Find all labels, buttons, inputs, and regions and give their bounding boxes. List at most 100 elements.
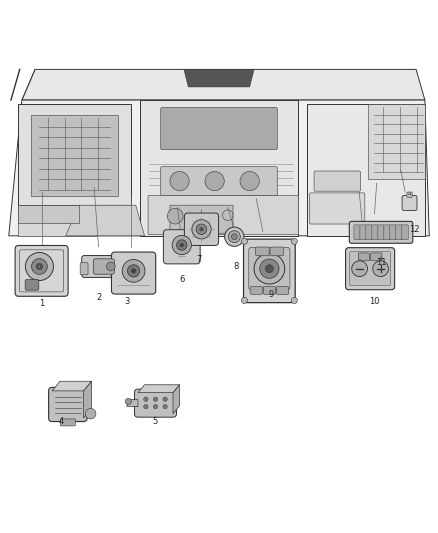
Circle shape <box>163 405 167 409</box>
FancyBboxPatch shape <box>244 239 295 303</box>
Text: 2: 2 <box>96 293 101 302</box>
Circle shape <box>167 208 183 224</box>
FancyBboxPatch shape <box>402 225 408 240</box>
FancyBboxPatch shape <box>390 225 396 240</box>
FancyBboxPatch shape <box>81 255 116 278</box>
Text: 7: 7 <box>197 255 202 264</box>
FancyBboxPatch shape <box>15 246 68 296</box>
FancyBboxPatch shape <box>276 286 289 294</box>
Circle shape <box>144 397 148 401</box>
Polygon shape <box>173 385 180 414</box>
FancyBboxPatch shape <box>371 253 382 261</box>
FancyBboxPatch shape <box>170 205 233 233</box>
Text: 4: 4 <box>59 417 64 426</box>
Text: 9: 9 <box>269 290 274 300</box>
Circle shape <box>196 224 207 235</box>
Text: 6: 6 <box>179 275 184 284</box>
Polygon shape <box>184 69 254 87</box>
Circle shape <box>144 405 148 409</box>
Circle shape <box>240 172 259 191</box>
Circle shape <box>32 259 47 274</box>
Polygon shape <box>84 381 92 418</box>
Text: -: - <box>358 256 361 262</box>
Circle shape <box>205 172 224 191</box>
FancyBboxPatch shape <box>346 248 395 290</box>
Circle shape <box>254 253 285 284</box>
FancyBboxPatch shape <box>407 192 412 197</box>
Circle shape <box>39 265 40 268</box>
Circle shape <box>373 261 389 277</box>
FancyBboxPatch shape <box>396 225 402 240</box>
Polygon shape <box>22 69 425 100</box>
Polygon shape <box>127 400 138 407</box>
FancyBboxPatch shape <box>256 247 269 256</box>
FancyBboxPatch shape <box>402 196 417 211</box>
Circle shape <box>291 297 297 303</box>
Circle shape <box>125 398 131 405</box>
Polygon shape <box>31 115 118 197</box>
FancyBboxPatch shape <box>350 221 413 243</box>
Text: 12: 12 <box>409 225 419 234</box>
Polygon shape <box>18 104 131 205</box>
FancyBboxPatch shape <box>49 387 87 422</box>
FancyBboxPatch shape <box>163 230 200 264</box>
Circle shape <box>25 253 53 280</box>
FancyBboxPatch shape <box>378 225 384 240</box>
FancyBboxPatch shape <box>270 247 284 256</box>
Polygon shape <box>66 205 145 236</box>
Circle shape <box>163 397 167 401</box>
FancyBboxPatch shape <box>80 263 88 275</box>
FancyBboxPatch shape <box>358 253 370 261</box>
FancyBboxPatch shape <box>372 225 378 240</box>
Circle shape <box>200 228 203 231</box>
FancyBboxPatch shape <box>354 225 360 240</box>
FancyBboxPatch shape <box>60 419 75 426</box>
Circle shape <box>260 259 279 278</box>
Circle shape <box>352 261 367 277</box>
FancyBboxPatch shape <box>360 225 366 240</box>
Text: 11: 11 <box>376 257 386 266</box>
FancyBboxPatch shape <box>184 213 219 246</box>
Circle shape <box>127 265 140 277</box>
Circle shape <box>122 260 145 282</box>
FancyBboxPatch shape <box>25 280 39 290</box>
Circle shape <box>153 405 158 409</box>
Circle shape <box>231 234 237 240</box>
Text: 5: 5 <box>153 417 158 426</box>
FancyBboxPatch shape <box>161 108 277 150</box>
Circle shape <box>223 210 233 221</box>
FancyBboxPatch shape <box>263 286 276 294</box>
Circle shape <box>225 227 244 246</box>
Circle shape <box>265 265 273 273</box>
Polygon shape <box>18 205 79 223</box>
Text: 3: 3 <box>124 297 130 306</box>
FancyBboxPatch shape <box>19 250 64 292</box>
FancyBboxPatch shape <box>161 167 277 196</box>
Polygon shape <box>140 100 298 236</box>
Polygon shape <box>18 205 96 236</box>
Text: 8: 8 <box>234 262 239 271</box>
FancyBboxPatch shape <box>384 225 390 240</box>
Text: 10: 10 <box>369 297 380 306</box>
Circle shape <box>131 269 136 273</box>
Polygon shape <box>307 104 425 236</box>
Circle shape <box>177 240 187 251</box>
FancyBboxPatch shape <box>148 196 299 235</box>
FancyBboxPatch shape <box>93 259 114 274</box>
Circle shape <box>291 238 297 245</box>
Polygon shape <box>9 100 429 236</box>
Circle shape <box>170 172 189 191</box>
Circle shape <box>228 231 240 243</box>
Circle shape <box>241 297 247 303</box>
Circle shape <box>172 236 191 255</box>
FancyBboxPatch shape <box>134 389 177 417</box>
Polygon shape <box>368 104 425 179</box>
Text: +: + <box>378 256 384 262</box>
Circle shape <box>192 220 211 239</box>
Text: 1: 1 <box>39 299 44 308</box>
FancyBboxPatch shape <box>111 252 156 294</box>
Circle shape <box>36 263 42 270</box>
Circle shape <box>153 397 158 401</box>
FancyBboxPatch shape <box>310 193 365 224</box>
Polygon shape <box>138 385 180 393</box>
